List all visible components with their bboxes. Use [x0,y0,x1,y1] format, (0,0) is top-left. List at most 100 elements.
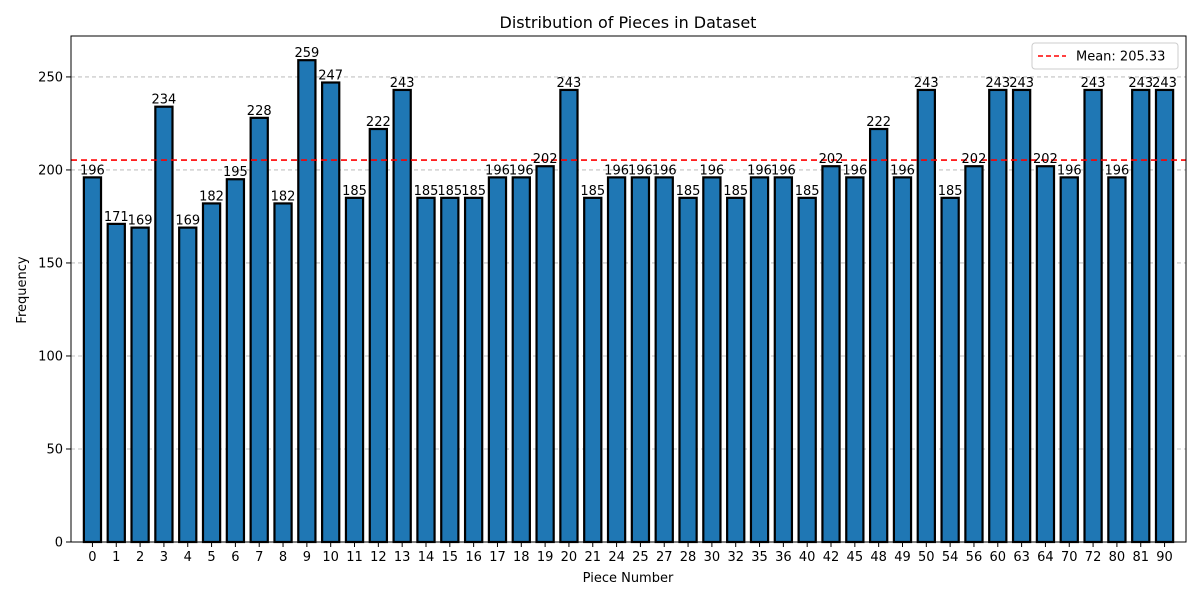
bar-40 [797,196,817,544]
bar-90 [1154,88,1175,544]
x-tick-label: 24 [608,550,625,565]
x-tick-label: 63 [1013,550,1030,565]
bar-45 [845,176,865,544]
bar-50 [916,88,936,544]
bar-value-label: 196 [890,163,915,178]
x-tick-label: 48 [870,550,887,565]
x-tick-label: 4 [184,550,192,565]
bar-7 [249,116,269,544]
x-tick-label: 20 [561,550,578,565]
x-tick-label: 60 [990,550,1007,565]
x-tick-label: 16 [465,550,482,565]
bar-value-label: 247 [318,69,343,84]
bars [82,59,1175,544]
bar-value-label: 185 [580,184,605,199]
bar-value-label: 171 [104,210,129,225]
chart-title: Distribution of Pieces in Dataset [500,13,757,32]
bar-21 [583,196,603,544]
x-tick-label: 70 [1061,550,1078,565]
x-tick-label: 81 [1132,550,1149,565]
x-tick-label: 64 [1037,550,1054,565]
x-tick-label: 28 [680,550,697,565]
bar-value-label: 243 [1128,76,1153,91]
x-tick-label: 14 [418,550,435,565]
bar-30 [702,176,722,544]
bar-27 [654,176,674,544]
x-tick-label: 50 [918,550,935,565]
data-labels: 1961711692341691821952281822592471852222… [80,46,1177,228]
x-tick-label: 9 [303,550,311,565]
bar-15 [440,196,460,544]
bar-72 [1083,88,1103,544]
bar-value-label: 196 [842,163,867,178]
bar-28 [678,196,698,544]
bar-11 [344,196,365,544]
bar-value-label: 222 [366,115,391,130]
x-tick-label: 15 [442,550,459,565]
x-tick-label: 8 [279,550,287,565]
y-tick-label: 250 [38,70,63,85]
bar-32 [726,196,746,544]
bar-value-label: 185 [437,184,462,199]
bar-36 [773,176,794,544]
bar-value-label: 182 [271,189,296,204]
bar-value-label: 196 [747,163,772,178]
bar-25 [630,176,651,544]
bar-35 [749,176,770,544]
x-tick-label: 32 [727,550,744,565]
x-tick-label: 42 [823,550,840,565]
bar-6 [225,178,246,544]
bar-value-label: 182 [199,189,224,204]
x-tick-label: 27 [656,550,673,565]
x-tick-label: 11 [346,550,363,565]
y-tick-label: 150 [38,256,63,271]
bar-19 [535,165,555,544]
x-tick-label: 36 [775,550,792,565]
bar-14 [416,196,436,544]
x-tick-label: 5 [207,550,215,565]
x-tick-label: 1 [112,550,120,565]
bar-0 [82,176,103,544]
bar-value-label: 185 [342,184,367,199]
plot-frame [70,35,1187,543]
bar-value-label: 196 [80,163,105,178]
x-tick-label: 0 [88,550,96,565]
x-tick-label: 12 [370,550,387,565]
y-axis-title: Frequency [15,256,30,323]
x-tick-label: 49 [894,550,911,565]
bar-value-label: 196 [485,163,510,178]
x-tick-label: 90 [1156,550,1173,565]
bar-value-label: 169 [175,214,200,229]
x-tick-label: 56 [966,550,983,565]
x-tick-label: 7 [255,550,263,565]
x-tick-label: 18 [513,550,530,565]
x-tick-label: 30 [704,550,721,565]
x-tick-label: 54 [942,550,959,565]
bar-12 [368,127,389,544]
bar-24 [606,176,627,544]
bar-value-label: 243 [390,76,415,91]
bar-value-label: 196 [604,163,629,178]
bar-8 [273,202,293,544]
bar-5 [201,202,222,544]
legend-box [1031,42,1179,70]
bar-18 [511,176,531,544]
bar-value-label: 169 [128,214,153,229]
bar-10 [321,81,341,544]
bar-value-label: 195 [223,165,248,180]
bar-value-label: 185 [723,184,748,199]
x-tick-label: 19 [537,550,554,565]
bar-value-label: 202 [962,152,987,167]
x-tick-label: 17 [489,550,506,565]
bar-60 [988,88,1008,544]
bar-42 [821,165,841,544]
bar-13 [392,88,412,544]
bar-48 [868,127,889,544]
bar-value-label: 202 [533,152,558,167]
y-tick-label: 100 [38,349,63,364]
bar-value-label: 228 [247,104,272,119]
bar-value-label: 196 [628,163,653,178]
bar-2 [130,226,150,544]
